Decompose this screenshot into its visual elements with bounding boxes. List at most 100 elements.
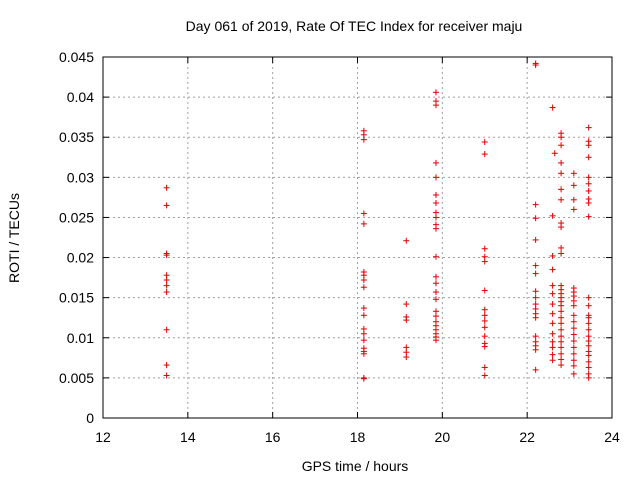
data-point xyxy=(585,314,592,321)
data-points xyxy=(163,60,592,382)
data-point xyxy=(360,305,367,312)
data-point xyxy=(481,364,488,371)
data-point xyxy=(570,318,577,325)
data-point xyxy=(481,317,488,324)
data-point xyxy=(570,344,577,351)
data-point xyxy=(360,284,367,291)
chart-title: Day 061 of 2019, Rate Of TEC Index for r… xyxy=(186,18,523,34)
data-point xyxy=(532,288,539,295)
data-point xyxy=(549,266,556,273)
data-point xyxy=(549,252,556,259)
data-point xyxy=(163,184,170,191)
data-point xyxy=(585,142,592,149)
data-point xyxy=(360,277,367,284)
data-point xyxy=(585,180,592,187)
data-point xyxy=(549,212,556,219)
y-tick-label: 0.04 xyxy=(67,89,94,105)
data-point xyxy=(481,151,488,158)
data-point xyxy=(549,357,556,364)
data-point xyxy=(532,314,539,321)
data-point xyxy=(432,89,439,96)
y-axis-label: ROTI / TECUs xyxy=(6,193,22,283)
data-point xyxy=(558,250,565,257)
data-point xyxy=(163,202,170,209)
data-point xyxy=(549,320,556,327)
data-point xyxy=(585,174,592,181)
data-point xyxy=(585,294,592,301)
data-point xyxy=(558,338,565,345)
data-point xyxy=(549,290,556,297)
y-tick-label: 0.02 xyxy=(67,250,94,266)
data-point xyxy=(570,370,577,377)
x-tick-label: 18 xyxy=(350,429,366,445)
data-point xyxy=(585,352,592,359)
data-point xyxy=(585,326,592,333)
data-point xyxy=(481,312,488,319)
data-point xyxy=(570,312,577,319)
data-point xyxy=(532,201,539,208)
data-point xyxy=(360,330,367,337)
data-point xyxy=(570,325,577,332)
x-tick-label: 12 xyxy=(95,429,111,445)
data-point xyxy=(360,375,367,382)
data-point xyxy=(532,294,539,301)
data-point xyxy=(481,139,488,146)
data-point xyxy=(360,312,367,319)
data-point xyxy=(558,308,565,315)
data-point xyxy=(585,358,592,365)
data-point xyxy=(481,324,488,331)
data-point xyxy=(532,333,539,340)
data-point xyxy=(549,282,556,289)
data-point xyxy=(570,196,577,203)
data-point xyxy=(432,191,439,198)
data-point xyxy=(570,182,577,189)
x-tick-label: 14 xyxy=(180,429,196,445)
data-point xyxy=(549,351,556,358)
axis-ticks: 12 14 16 18 20 22 24 0 0.005 0.01 0.015 0.02 0.025 0.… xyxy=(59,49,620,445)
data-point xyxy=(432,253,439,260)
data-point xyxy=(403,317,410,324)
data-point xyxy=(481,343,488,350)
data-point xyxy=(532,346,539,353)
data-point xyxy=(432,225,439,232)
data-point xyxy=(532,262,539,269)
data-point xyxy=(585,200,592,207)
y-tick-label: 0.025 xyxy=(59,209,94,225)
data-point xyxy=(360,337,367,344)
y-tick-label: 0.03 xyxy=(67,169,94,185)
data-point xyxy=(570,362,577,369)
data-point xyxy=(549,104,556,111)
y-tick-label: 0 xyxy=(86,410,94,426)
data-point xyxy=(481,372,488,379)
data-point xyxy=(163,372,170,379)
data-point xyxy=(432,102,439,109)
data-point xyxy=(585,302,592,309)
data-point xyxy=(549,344,556,351)
y-tick-label: 0.035 xyxy=(59,129,94,145)
data-point xyxy=(532,270,539,277)
data-point xyxy=(432,280,439,287)
data-point xyxy=(403,354,410,361)
data-point xyxy=(432,159,439,166)
data-point xyxy=(570,170,577,177)
data-point xyxy=(163,289,170,296)
data-point xyxy=(432,337,439,344)
grid-lines xyxy=(103,57,612,418)
data-point xyxy=(558,302,565,309)
data-point xyxy=(360,350,367,357)
data-point xyxy=(570,302,577,309)
data-point xyxy=(432,214,439,221)
data-point xyxy=(558,244,565,251)
data-point xyxy=(163,277,170,284)
y-tick-label: 0.01 xyxy=(67,330,94,346)
data-point xyxy=(558,196,565,203)
data-point xyxy=(481,306,488,313)
data-point xyxy=(360,210,367,217)
data-point xyxy=(432,313,439,320)
data-point xyxy=(549,301,556,308)
data-point xyxy=(163,362,170,369)
data-point xyxy=(360,220,367,227)
data-point xyxy=(570,357,577,364)
data-point xyxy=(558,159,565,166)
